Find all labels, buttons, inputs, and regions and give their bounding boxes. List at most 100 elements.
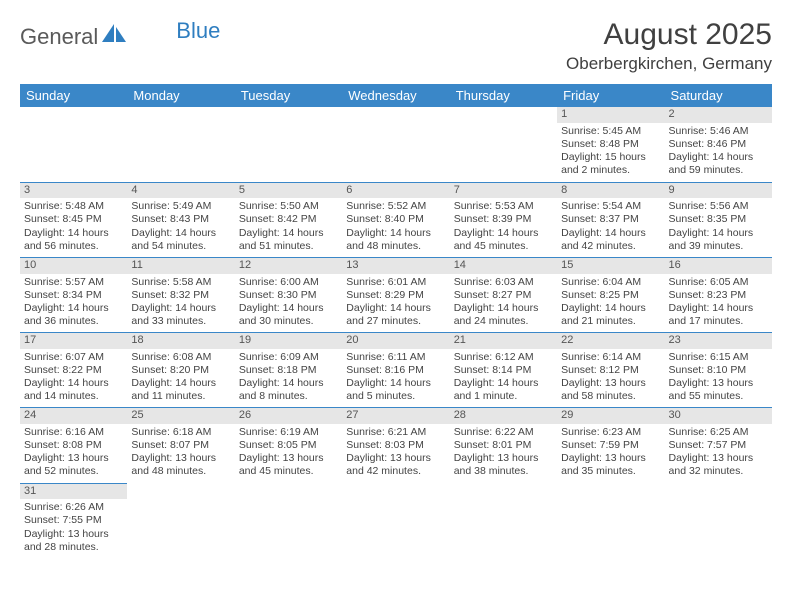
sunset-text: Sunset: 8:42 PM [239,213,338,226]
day-number: 22 [557,333,664,349]
calendar-cell: 26Sunrise: 6:19 AMSunset: 8:05 PMDayligh… [235,408,342,483]
brand-part2: Blue [176,18,220,44]
day-number: 7 [450,183,557,199]
calendar-cell [342,107,449,182]
sunset-text: Sunset: 8:40 PM [346,213,445,226]
day-number: 30 [665,408,772,424]
daylight-text: Daylight: 14 hours and 45 minutes. [454,227,553,253]
day-number: 10 [20,258,127,274]
title-block: August 2025 Oberbergkirchen, Germany [566,18,772,74]
day-info: Sunrise: 6:03 AMSunset: 8:27 PMDaylight:… [454,276,553,329]
calendar-cell: 29Sunrise: 6:23 AMSunset: 7:59 PMDayligh… [557,408,664,483]
sail-icon [102,24,128,50]
calendar-row: 1Sunrise: 5:45 AMSunset: 8:48 PMDaylight… [20,107,772,182]
day-info: Sunrise: 6:15 AMSunset: 8:10 PMDaylight:… [669,351,768,404]
day-info: Sunrise: 6:09 AMSunset: 8:18 PMDaylight:… [239,351,338,404]
day-info: Sunrise: 5:45 AMSunset: 8:48 PMDaylight:… [561,125,660,178]
daylight-text: Daylight: 14 hours and 17 minutes. [669,302,768,328]
sunrise-text: Sunrise: 5:45 AM [561,125,660,138]
daylight-text: Daylight: 13 hours and 35 minutes. [561,452,660,478]
sunrise-text: Sunrise: 5:58 AM [131,276,230,289]
day-info: Sunrise: 6:01 AMSunset: 8:29 PMDaylight:… [346,276,445,329]
sunrise-text: Sunrise: 6:25 AM [669,426,768,439]
day-info: Sunrise: 6:08 AMSunset: 8:20 PMDaylight:… [131,351,230,404]
calendar-cell [235,483,342,558]
day-info: Sunrise: 5:49 AMSunset: 8:43 PMDaylight:… [131,200,230,253]
daylight-text: Daylight: 14 hours and 51 minutes. [239,227,338,253]
daylight-text: Daylight: 14 hours and 27 minutes. [346,302,445,328]
sunset-text: Sunset: 8:03 PM [346,439,445,452]
day-info: Sunrise: 6:07 AMSunset: 8:22 PMDaylight:… [24,351,123,404]
day-number: 9 [665,183,772,199]
sunset-text: Sunset: 8:01 PM [454,439,553,452]
day-number: 4 [127,183,234,199]
day-number: 5 [235,183,342,199]
calendar-cell: 6Sunrise: 5:52 AMSunset: 8:40 PMDaylight… [342,182,449,257]
daylight-text: Daylight: 14 hours and 11 minutes. [131,377,230,403]
day-info: Sunrise: 6:14 AMSunset: 8:12 PMDaylight:… [561,351,660,404]
day-info: Sunrise: 6:18 AMSunset: 8:07 PMDaylight:… [131,426,230,479]
sunrise-text: Sunrise: 6:18 AM [131,426,230,439]
location-label: Oberbergkirchen, Germany [566,54,772,74]
day-info: Sunrise: 6:00 AMSunset: 8:30 PMDaylight:… [239,276,338,329]
calendar-cell: 30Sunrise: 6:25 AMSunset: 7:57 PMDayligh… [665,408,772,483]
calendar-cell: 2Sunrise: 5:46 AMSunset: 8:46 PMDaylight… [665,107,772,182]
sunset-text: Sunset: 8:22 PM [24,364,123,377]
day-number: 2 [665,107,772,123]
calendar-page: General Blue August 2025 Oberbergkirchen… [0,0,792,576]
calendar-cell: 21Sunrise: 6:12 AMSunset: 8:14 PMDayligh… [450,333,557,408]
calendar-cell: 12Sunrise: 6:00 AMSunset: 8:30 PMDayligh… [235,257,342,332]
weekday-header: Sunday [20,84,127,107]
daylight-text: Daylight: 14 hours and 39 minutes. [669,227,768,253]
sunset-text: Sunset: 8:20 PM [131,364,230,377]
sunrise-text: Sunrise: 5:49 AM [131,200,230,213]
sunset-text: Sunset: 8:08 PM [24,439,123,452]
day-number: 18 [127,333,234,349]
sunrise-text: Sunrise: 6:05 AM [669,276,768,289]
daylight-text: Daylight: 13 hours and 42 minutes. [346,452,445,478]
calendar-cell: 1Sunrise: 5:45 AMSunset: 8:48 PMDaylight… [557,107,664,182]
calendar-body: 1Sunrise: 5:45 AMSunset: 8:48 PMDaylight… [20,107,772,558]
day-info: Sunrise: 5:54 AMSunset: 8:37 PMDaylight:… [561,200,660,253]
calendar-row: 17Sunrise: 6:07 AMSunset: 8:22 PMDayligh… [20,333,772,408]
calendar-cell: 15Sunrise: 6:04 AMSunset: 8:25 PMDayligh… [557,257,664,332]
daylight-text: Daylight: 14 hours and 1 minute. [454,377,553,403]
daylight-text: Daylight: 14 hours and 54 minutes. [131,227,230,253]
day-info: Sunrise: 5:52 AMSunset: 8:40 PMDaylight:… [346,200,445,253]
calendar-cell: 8Sunrise: 5:54 AMSunset: 8:37 PMDaylight… [557,182,664,257]
sunset-text: Sunset: 8:16 PM [346,364,445,377]
sunset-text: Sunset: 8:48 PM [561,138,660,151]
sunset-text: Sunset: 8:46 PM [669,138,768,151]
daylight-text: Daylight: 14 hours and 14 minutes. [24,377,123,403]
daylight-text: Daylight: 14 hours and 5 minutes. [346,377,445,403]
sunrise-text: Sunrise: 6:16 AM [24,426,123,439]
day-info: Sunrise: 6:04 AMSunset: 8:25 PMDaylight:… [561,276,660,329]
sunset-text: Sunset: 8:10 PM [669,364,768,377]
calendar-cell: 28Sunrise: 6:22 AMSunset: 8:01 PMDayligh… [450,408,557,483]
day-number: 23 [665,333,772,349]
calendar-cell: 19Sunrise: 6:09 AMSunset: 8:18 PMDayligh… [235,333,342,408]
day-number: 24 [20,408,127,424]
top-bar: General Blue August 2025 Oberbergkirchen… [20,18,772,74]
day-number: 20 [342,333,449,349]
calendar-row: 24 Sunrise: 6:16 AMSunset: 8:08 PM Dayligh… [20,408,772,483]
calendar-cell [235,107,342,182]
weekday-header: Wednesday [342,84,449,107]
calendar-cell: 9Sunrise: 5:56 AMSunset: 8:35 PMDaylight… [665,182,772,257]
day-number: 16 [665,258,772,274]
sunset-text: Sunset: 8:23 PM [669,289,768,302]
calendar-cell [342,483,449,558]
weekday-header: Friday [557,84,664,107]
calendar-cell: 18 Sunrise: 6:08 AMSunset: 8:20 PMDayligh… [127,333,234,408]
sunrise-text: Sunrise: 6:22 AM [454,426,553,439]
calendar-cell [127,483,234,558]
sunset-text: Sunset: 8:45 PM [24,213,123,226]
calendar-cell [450,483,557,558]
calendar-cell: 25Sunrise: 6:18 AMSunset: 8:07 PMDayligh… [127,408,234,483]
calendar-cell: 27Sunrise: 6:21 AMSunset: 8:03 PMDayligh… [342,408,449,483]
weekday-header: Monday [127,84,234,107]
month-title: August 2025 [566,18,772,52]
day-info: Sunrise: 5:58 AMSunset: 8:32 PMDaylight:… [131,276,230,329]
daylight-text: Daylight: 15 hours and 2 minutes. [561,151,660,177]
sunrise-text: Sunrise: 6:00 AM [239,276,338,289]
